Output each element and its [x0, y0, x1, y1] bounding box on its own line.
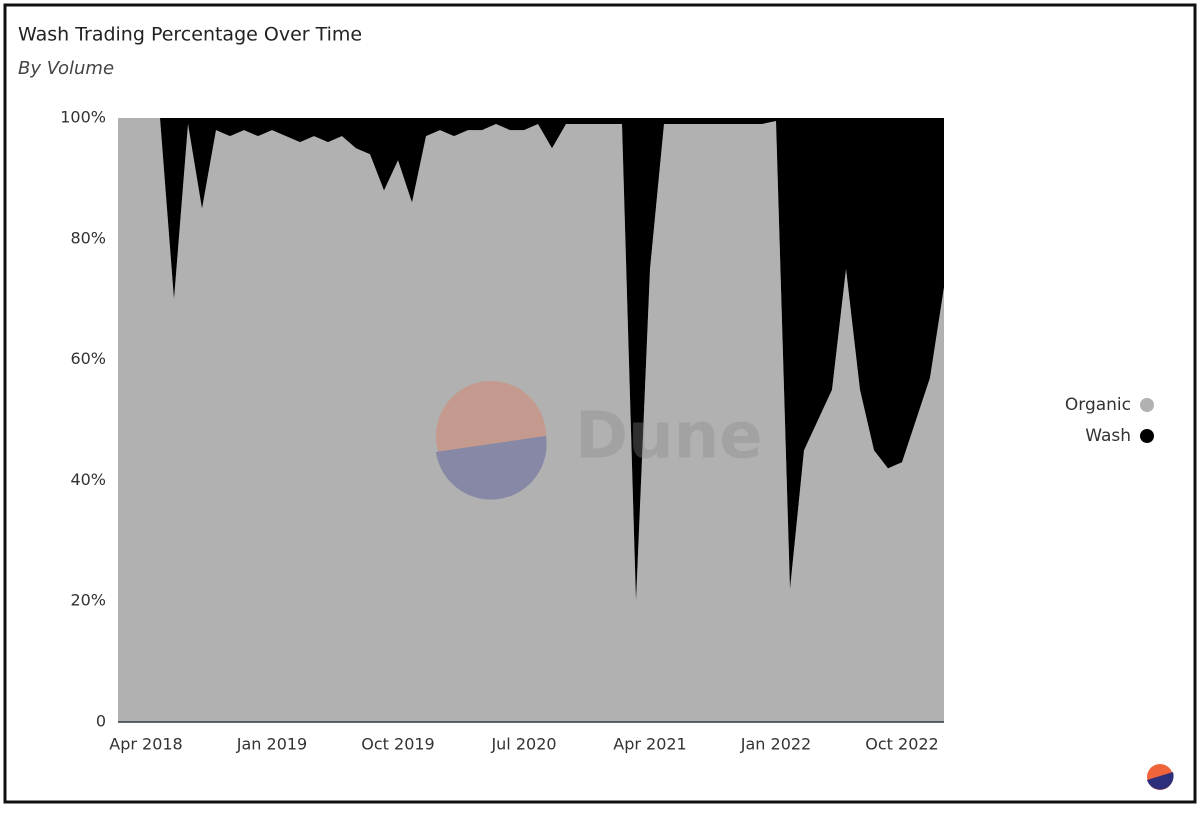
area: [118, 118, 944, 722]
x-tick-label: Oct 2019: [361, 735, 434, 754]
chart-subtitle: By Volume: [18, 58, 114, 79]
x-tick-label: Apr 2018: [109, 735, 182, 754]
corner-logo: [1147, 772, 1174, 790]
y-tick-label: 0: [96, 712, 106, 731]
y-tick-label: 80%: [70, 228, 106, 247]
legend-swatch: [1140, 429, 1154, 443]
y-tick-label: 40%: [70, 470, 106, 489]
area: [118, 118, 944, 602]
x-tick-label: Jan 2022: [740, 735, 811, 754]
x-tick-label: Apr 2021: [613, 735, 686, 754]
y-tick-label: 100%: [60, 108, 106, 127]
x-tick-label: Jul 2020: [490, 735, 556, 754]
legend-label: Wash: [1085, 426, 1131, 446]
watermark: Dune: [436, 381, 763, 500]
watermark-logo: [436, 381, 546, 491]
watermark-logo: [436, 436, 547, 500]
legend-swatch: [1140, 398, 1154, 412]
y-tick-label: 60%: [70, 349, 106, 368]
chart-title: Wash Trading Percentage Over Time: [18, 24, 362, 46]
y-tick-label: 20%: [70, 591, 106, 610]
watermark-logo: [436, 436, 547, 500]
legend-label: Organic: [1065, 395, 1131, 415]
x-tick-label: Jan 2019: [236, 735, 307, 754]
watermark-text: Dune: [575, 400, 763, 474]
x-tick-label: Oct 2022: [865, 735, 938, 754]
plot-area: [118, 118, 944, 722]
